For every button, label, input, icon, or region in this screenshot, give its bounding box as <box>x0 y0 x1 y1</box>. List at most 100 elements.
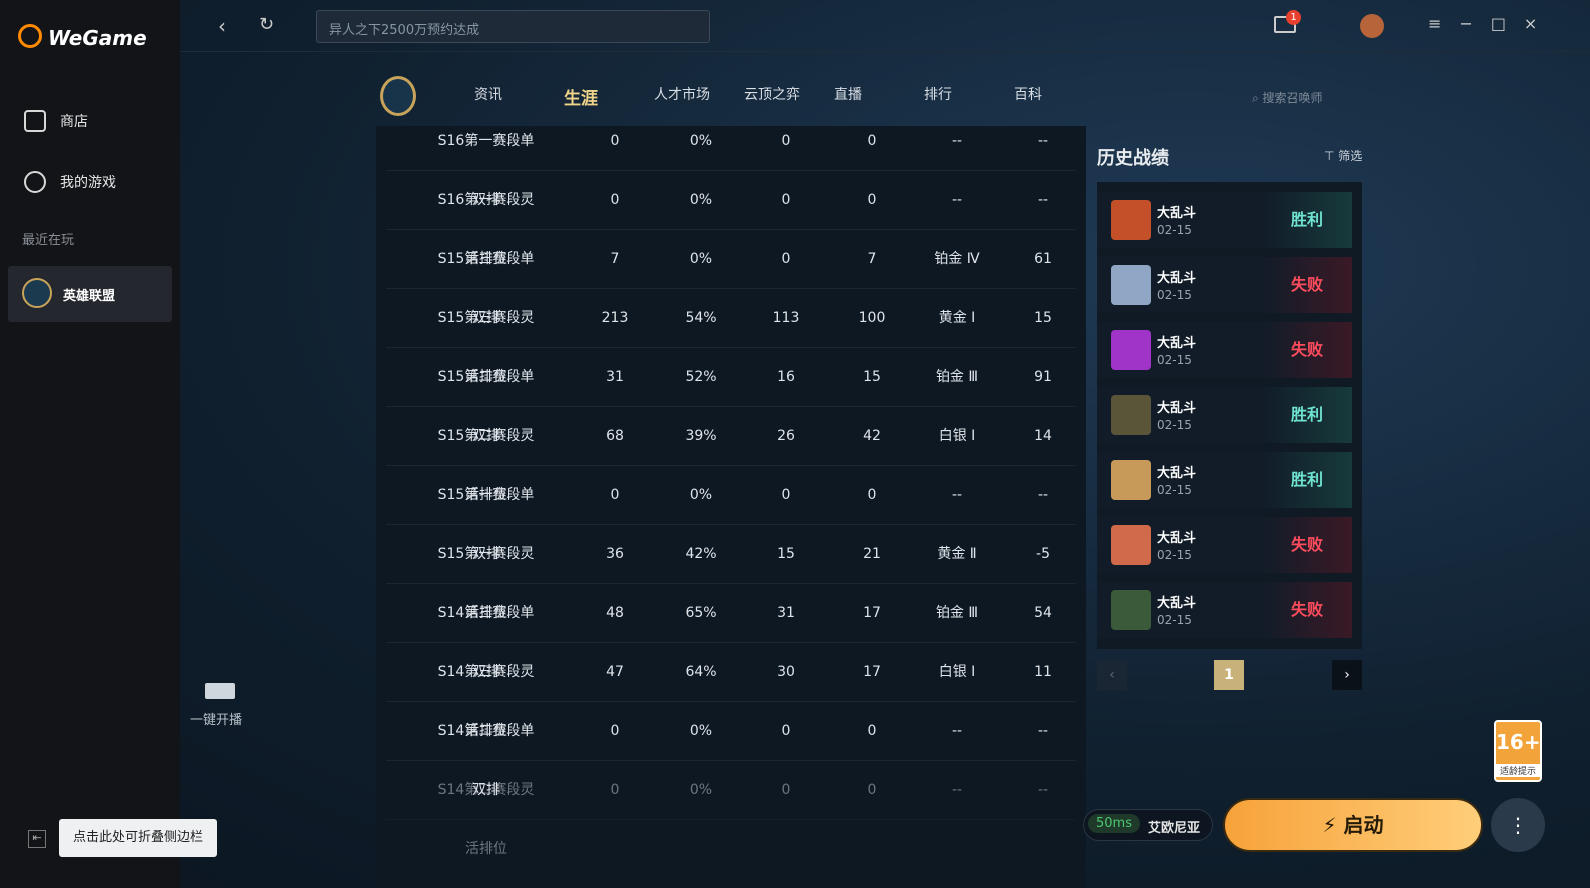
icon <box>24 171 46 193</box>
cell: S16第一赛段灵活排位 <box>437 192 535 267</box>
cell: -5 <box>1036 546 1050 562</box>
result: 失败 <box>1262 517 1352 573</box>
date: 02-15 <box>1157 483 1192 497</box>
mode: 大乱斗 <box>1157 596 1197 611</box>
window-controls[interactable]: ≡−□× <box>1428 14 1556 33</box>
match-card[interactable]: 大乱斗 02-15 失败 <box>1097 517 1352 573</box>
cell: 0 <box>610 487 620 503</box>
table-row: S15第三赛段灵活排位 213 54% 113 100 黄金 Ⅰ 15 <box>386 289 1076 385</box>
cell: 64% <box>685 664 717 680</box>
cell: -- <box>1037 133 1049 149</box>
champion-avatar <box>1111 395 1151 435</box>
cell: -- <box>951 133 963 149</box>
recent-game[interactable]: 英雄联盟 <box>8 266 172 322</box>
cell: -- <box>951 723 963 739</box>
cell: 113 <box>772 310 800 326</box>
cell: 铂金 Ⅲ <box>935 605 979 621</box>
table-row: S15第二赛段单双排 31 52% 16 15 铂金 Ⅲ 91 <box>386 348 1076 444</box>
user-avatar[interactable] <box>1360 14 1384 38</box>
cell: 47 <box>606 664 624 680</box>
cell: 17 <box>863 664 881 680</box>
match-card[interactable]: 大乱斗 02-15 胜利 <box>1097 192 1352 248</box>
nav-item[interactable]: 人才市场 <box>654 87 710 103</box>
date: 02-15 <box>1157 223 1192 237</box>
cell: 0 <box>610 782 620 798</box>
cell: 白银 Ⅰ <box>938 664 976 680</box>
match-card[interactable]: 大乱斗 02-15 胜利 <box>1097 452 1352 508</box>
label: 筛选 <box>1338 149 1363 163</box>
server: 艾欧尼亚 <box>1148 821 1201 836</box>
cell: 0 <box>867 133 877 149</box>
page-number[interactable]: 1 <box>1214 660 1244 690</box>
nav-item[interactable]: 百科 <box>1014 87 1042 103</box>
logo[interactable]: WeGame <box>48 26 147 50</box>
cell: 0 <box>867 192 877 208</box>
prev-page[interactable]: ‹ <box>1097 660 1127 690</box>
age-note: 适龄提示 <box>1496 764 1540 777</box>
cell: 0 <box>610 723 620 739</box>
server-select[interactable]: 50ms 艾欧尼亚 <box>1083 809 1213 841</box>
cell: 0 <box>781 133 791 149</box>
nav-item[interactable]: 排行 <box>924 87 952 103</box>
mode: 大乱斗 <box>1157 401 1197 416</box>
next-page[interactable]: › <box>1332 660 1362 690</box>
date: 02-15 <box>1157 418 1192 432</box>
cell: 42% <box>685 546 717 562</box>
cell: S14第三赛段单双排 <box>437 605 535 680</box>
cell: 36 <box>606 546 624 562</box>
refresh-button[interactable]: ↻ <box>259 14 275 35</box>
mode: 大乱斗 <box>1157 466 1197 481</box>
nav-my-games[interactable]: 我的游戏 <box>24 171 116 193</box>
cell: 0 <box>781 723 791 739</box>
more-button[interactable]: ⋮ <box>1491 798 1545 852</box>
launch-button[interactable]: ⚡ 启动 <box>1223 798 1483 852</box>
cell: 0 <box>867 723 877 739</box>
match-card[interactable]: 大乱斗 02-15 失败 <box>1097 582 1352 638</box>
collapse-icon[interactable]: ⇤ <box>28 830 46 848</box>
age: 16+ <box>1496 730 1541 754</box>
mail-badge: 1 <box>1286 10 1301 25</box>
cell: S14第三赛段灵活排位 <box>437 664 535 739</box>
cell: 52% <box>685 369 717 385</box>
cell: 54 <box>1034 605 1052 621</box>
nav-item[interactable]: 直播 <box>834 87 862 103</box>
back-button[interactable]: ‹ <box>218 14 226 38</box>
cell: 0 <box>781 192 791 208</box>
game-nav: 资讯 生涯 人才市场 云顶之弈 直播 排行 百科 <box>470 84 1100 109</box>
search-box[interactable]: 异人之下2500万预约达成 <box>316 10 710 43</box>
nav-item[interactable]: 生涯 <box>564 89 598 109</box>
lol-logo[interactable] <box>380 76 416 116</box>
history-title[interactable]: 历史战绩 <box>1097 148 1169 169</box>
result: 失败 <box>1262 322 1352 378</box>
camera-icon[interactable] <box>205 683 235 699</box>
summoner-search[interactable]: ⌕ 搜索召唤师 <box>1252 91 1323 105</box>
age-rating: 16+ 适龄提示 <box>1494 720 1542 782</box>
cell: 7 <box>610 251 620 267</box>
cell: 42 <box>863 428 881 444</box>
table-row: S14第二赛段单双排 0 0% 0 0 -- -- <box>386 702 1076 798</box>
result: 胜利 <box>1262 387 1352 443</box>
date: 02-15 <box>1157 353 1192 367</box>
match-card[interactable]: 大乱斗 02-15 胜利 <box>1097 387 1352 443</box>
cell: 黄金 Ⅱ <box>937 546 977 562</box>
cell: 0% <box>689 782 713 798</box>
cell: 30 <box>777 664 795 680</box>
mode: 大乱斗 <box>1157 271 1197 286</box>
logo-icon <box>18 24 42 48</box>
cell: 0 <box>781 251 791 267</box>
match-card[interactable]: 大乱斗 02-15 失败 <box>1097 322 1352 378</box>
game-icon <box>22 278 52 308</box>
label: 商店 <box>60 114 88 130</box>
cell: 0% <box>689 487 713 503</box>
match-card[interactable]: 大乱斗 02-15 失败 <box>1097 257 1352 313</box>
filter-button[interactable]: ⊤ 筛选 <box>1324 149 1363 163</box>
live-button[interactable]: 一键开播 <box>190 713 243 728</box>
cell: S15第二赛段灵活排位 <box>437 428 535 503</box>
label: 启动 <box>1343 813 1384 837</box>
nav-item[interactable]: 云顶之弈 <box>744 87 800 103</box>
nav-item[interactable]: 资讯 <box>474 87 502 103</box>
nav-store[interactable]: 商店 <box>24 110 88 132</box>
cell: 0 <box>610 192 620 208</box>
cell: 17 <box>863 605 881 621</box>
